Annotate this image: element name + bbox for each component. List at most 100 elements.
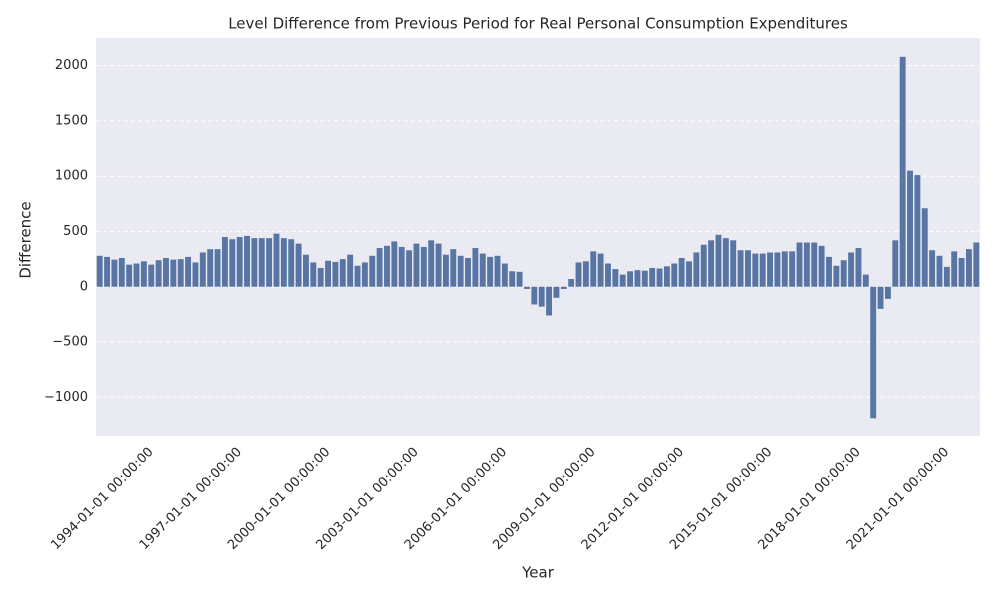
y-tick-label: 1000: [55, 169, 88, 184]
bar: [575, 262, 582, 287]
chart-title: Level Difference from Previous Period fo…: [228, 15, 848, 33]
bar: [789, 251, 796, 287]
bar: [501, 263, 508, 287]
bar: [111, 259, 118, 287]
bar: [693, 252, 700, 287]
bar: [236, 237, 243, 287]
bar: [818, 245, 825, 287]
bar: [406, 250, 413, 287]
bar: [148, 264, 155, 287]
bar: [686, 261, 692, 287]
bar: [442, 254, 449, 287]
bar: [907, 170, 913, 287]
bar: [170, 259, 177, 287]
bar: [332, 261, 339, 287]
bar: [479, 253, 486, 287]
bar: [420, 246, 427, 287]
bar: [192, 262, 199, 287]
bar: [384, 245, 390, 287]
bar: [715, 234, 722, 287]
plot-area: [96, 38, 980, 436]
bar: [450, 249, 457, 287]
bar: [708, 240, 715, 287]
bar: [104, 256, 110, 287]
bar: [398, 246, 405, 287]
x-axis-label: Year: [521, 564, 555, 582]
y-axis-label: Difference: [17, 201, 35, 278]
bar: [656, 268, 663, 287]
bar: [700, 244, 707, 287]
bar: [826, 256, 832, 287]
bar: [678, 258, 685, 287]
bar: [840, 260, 847, 287]
bar: [641, 270, 648, 287]
x-tick-label: 2003-01-01 00:00:00: [314, 445, 422, 553]
bar: [730, 240, 737, 287]
bar: [516, 271, 523, 287]
bar: [251, 238, 258, 287]
bar: [848, 252, 855, 287]
bar: [303, 254, 309, 287]
bar: [767, 252, 773, 287]
bar: [155, 260, 162, 287]
bar: [774, 252, 781, 287]
bar: [663, 266, 670, 287]
bar: [951, 251, 958, 287]
bar: [546, 286, 552, 316]
y-tick-label: 0: [80, 279, 88, 294]
bar: [781, 251, 788, 287]
bar: [288, 239, 295, 287]
bar: [590, 251, 597, 287]
bar: [376, 248, 383, 287]
x-tick-label: 1994-01-01 00:00:00: [48, 445, 156, 553]
bar: [391, 241, 398, 287]
bar: [796, 242, 803, 287]
bar: [428, 240, 435, 287]
bar: [354, 265, 361, 287]
bar: [966, 249, 972, 287]
bar: [973, 242, 980, 287]
bar: [199, 252, 206, 287]
x-tick-label: 2012-01-01 00:00:00: [579, 445, 687, 553]
x-tick-label: 2000-01-01 00:00:00: [225, 445, 333, 553]
bar: [605, 263, 611, 287]
bar: [310, 262, 317, 287]
bar: [177, 259, 184, 287]
bar: [612, 269, 619, 287]
x-tick-label: 2006-01-01 00:00:00: [402, 445, 510, 553]
bar: [361, 262, 368, 287]
bar: [295, 243, 302, 287]
bar: [862, 274, 869, 287]
y-tick-label: 2000: [55, 58, 88, 73]
y-tick-label: 500: [63, 224, 88, 239]
bar: [892, 240, 899, 287]
bar: [855, 248, 862, 287]
bar: [207, 249, 214, 287]
y-tick-label: −1000: [44, 390, 88, 405]
bar: [347, 254, 354, 287]
bar: [457, 255, 464, 287]
bar: [531, 286, 538, 305]
bar: [280, 238, 287, 287]
bar: [627, 271, 634, 287]
bar: [126, 264, 133, 287]
bar: [472, 248, 479, 287]
bar: [884, 286, 891, 299]
bar: [929, 250, 936, 287]
x-tick-label: 2015-01-01 00:00:00: [667, 445, 775, 553]
bar: [752, 253, 759, 287]
bar: [671, 263, 678, 287]
bar: [96, 255, 103, 287]
bar: [244, 235, 250, 287]
bar: [899, 56, 906, 287]
x-tick-label: 2021-01-01 00:00:00: [844, 445, 952, 553]
bar: [870, 286, 877, 419]
bar: [943, 266, 950, 287]
bar: [163, 258, 169, 287]
x-tick-label: 2018-01-01 00:00:00: [756, 445, 864, 553]
bar: [487, 256, 494, 287]
bar: [914, 175, 921, 287]
x-tick-label: 2009-01-01 00:00:00: [490, 445, 598, 553]
bar: [258, 238, 265, 287]
bar: [273, 233, 280, 287]
